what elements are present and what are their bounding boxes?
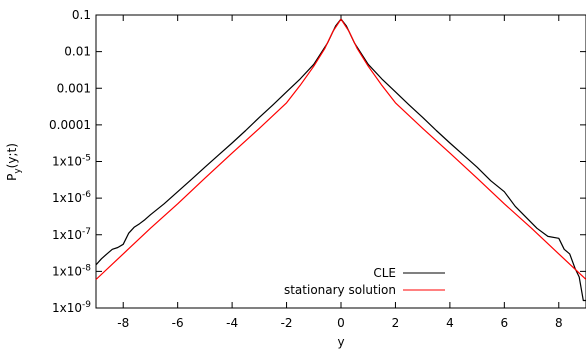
y-tick-label-base: 1x10 [52,264,82,278]
y-tick-label: 1x10-5 [52,154,91,169]
y-tick-label: 1x10-9 [52,300,91,315]
x-tick-label: -2 [281,316,293,330]
y-tick-label: 0.01 [64,45,91,59]
y-tick-label-exponent: -5 [82,154,91,164]
x-tick-label: 4 [446,316,454,330]
legend-label-stationary: stationary solution [284,283,396,297]
x-tick-label: 0 [337,316,345,330]
y-tick-label-base: 1x10 [52,191,82,205]
x-tick-label: 8 [555,316,563,330]
y-tick-label: 0.001 [57,81,91,95]
series-layer [95,18,586,302]
y-tick-label: 1x10-7 [52,227,91,242]
y-tick-label: 1x10-8 [52,263,91,278]
y-tick-label: 1x10-6 [52,190,91,205]
x-tick-label: -8 [117,316,129,330]
x-axis-label: y [337,335,344,349]
y-axis-label-base: P [5,174,19,181]
y-axis-label-sub: y [13,168,23,174]
y-tick-label-exponent: -6 [82,190,91,200]
x-tick-label: 6 [501,316,509,330]
y-tick-label-base: 1x10 [52,228,82,242]
legend: CLE stationary solution [284,266,445,297]
y-tick-label-exponent: -7 [82,227,91,237]
y-tick-label: 0.1 [72,8,91,22]
y-tick-label-base: 1x10 [52,301,82,315]
x-tick-label: -6 [172,316,184,330]
y-tick-label-exponent: -9 [82,300,91,310]
y-tick-label-base: 1x10 [52,155,82,169]
y-axis-ticks: 0.10.010.0010.00011x10-51x10-61x10-71x10… [49,8,586,315]
legend-label-cle: CLE [373,266,396,280]
y-tick-label-exponent: -8 [82,263,91,273]
series-line-cle [95,18,586,302]
y-axis-label-rest: (y;t) [5,143,19,168]
y-tick-label: 0.0001 [49,118,91,132]
y-axis-label: Py(y;t) [5,143,23,181]
x-tick-label: -4 [226,316,238,330]
series-line-stationary-solution [95,18,586,280]
x-tick-label: 2 [392,316,400,330]
plot-frame [95,14,586,309]
